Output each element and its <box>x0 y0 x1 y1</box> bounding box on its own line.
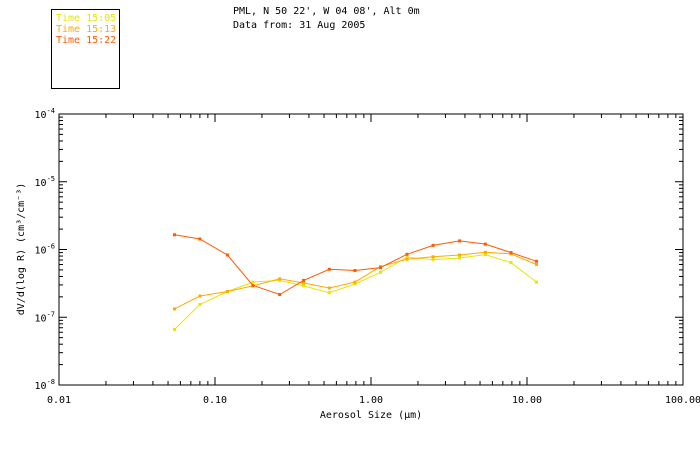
series-1-point <box>535 263 538 266</box>
series-0-point <box>431 258 435 262</box>
x-axis-label: Aerosol Size (µm) <box>320 410 422 421</box>
series-2-point <box>535 259 538 263</box>
series-0-point <box>379 270 382 274</box>
series-1-point <box>198 294 202 298</box>
series-1-point <box>483 250 487 254</box>
y-tick-label: 10-5 <box>35 175 55 189</box>
series-0-point <box>327 291 331 295</box>
series-2-point <box>327 267 331 271</box>
y-axis-label: dV/d(log R) (cm³/cm⁻³) <box>16 183 27 315</box>
series-1-point <box>353 280 357 284</box>
series-0-point <box>353 282 357 286</box>
series-2-point <box>198 237 202 241</box>
legend-entry-1505: Time 15:05 <box>56 13 117 24</box>
series-2-point <box>302 278 306 282</box>
series-1-point <box>431 255 435 259</box>
series-0-point <box>458 256 462 260</box>
series-0-point <box>302 284 306 288</box>
y-tick-label: 10-4 <box>35 107 55 121</box>
series-1-point <box>405 257 409 261</box>
x-tick-label: 10.00 <box>512 395 542 406</box>
series-0-point <box>405 255 409 259</box>
series-2-point <box>509 251 513 255</box>
series-0-point <box>509 261 513 265</box>
series-1-point <box>458 253 462 257</box>
series-2-point <box>173 233 176 237</box>
site-title: PML, N 50 22', W 04 08', Alt 0m <box>233 6 420 17</box>
x-tick-label: 0.10 <box>203 395 227 406</box>
series-2-point <box>483 242 487 246</box>
data-date: Data from: 31 Aug 2005 <box>233 20 366 31</box>
series-1-point <box>225 290 229 293</box>
series-2-point <box>458 239 462 243</box>
series-2-point <box>431 243 435 247</box>
series-1-point <box>278 277 282 281</box>
series-1-point <box>327 286 331 290</box>
series-1-point <box>302 281 306 285</box>
series-0-point <box>198 302 202 306</box>
series-2-point <box>379 266 382 270</box>
series-0-point <box>278 278 282 282</box>
x-tick-label: 0.01 <box>47 395 71 406</box>
series-line-2 <box>174 234 537 296</box>
series-0-point <box>173 328 176 331</box>
legend-box: Time 15:05 Time 15:13 Time 15:22 <box>51 9 120 89</box>
series-0-point <box>535 280 538 284</box>
series-2-point <box>225 253 229 257</box>
y-tick-label: 10-7 <box>35 310 55 324</box>
series-1-point <box>173 307 176 311</box>
series-2-point <box>251 283 255 287</box>
series-2-point <box>278 293 282 296</box>
series-2-point <box>405 252 409 256</box>
series-0-point <box>483 253 487 257</box>
x-tick-label: 1.00 <box>359 395 383 406</box>
series-2-point <box>353 269 357 272</box>
y-tick-label: 10-6 <box>35 243 55 257</box>
legend-entry-1513: Time 15:13 <box>56 24 117 35</box>
x-tick-label: 100.00 <box>665 395 700 406</box>
plot-frame <box>58 113 684 386</box>
y-tick-label: 10-8 <box>35 378 55 392</box>
series-0-point <box>251 280 255 284</box>
legend-entry-1522: Time 15:22 <box>56 35 117 46</box>
